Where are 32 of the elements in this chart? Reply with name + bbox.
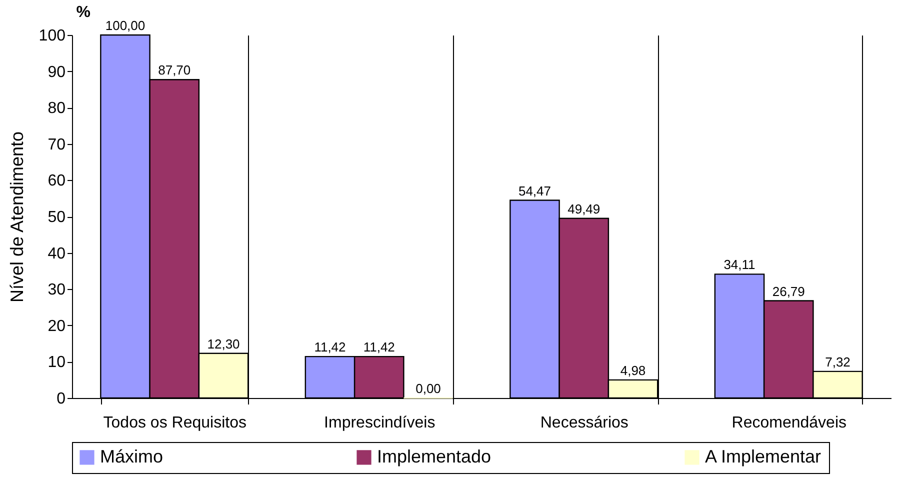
data-label: 7,32 (825, 354, 850, 370)
y-tick-label: 20 (48, 318, 66, 335)
x-tick-label: Todos os Requisitos (103, 414, 246, 432)
data-label: 54,47 (518, 183, 552, 198)
legend-label: A Implementar (705, 446, 822, 466)
y-tick-label: 60 (48, 172, 66, 190)
data-label: 34,11 (724, 257, 756, 272)
data-label: 100,00 (105, 18, 146, 33)
x-tick-label: Imprescindíveis (324, 414, 436, 432)
x-tick-label: Necessários (540, 414, 628, 432)
x-tick-label: Recomendáveis (732, 414, 846, 432)
data-label: 11,42 (314, 340, 346, 355)
text: % (76, 4, 91, 21)
y-tick-label: 10 (48, 354, 66, 372)
legend-label: Máximo (100, 446, 164, 466)
y-tick-label: 40 (48, 245, 66, 262)
y-tick-label: 100 (38, 28, 66, 44)
data-label: 11,42 (363, 340, 395, 355)
data-label: 26,79 (772, 284, 805, 299)
data-label: 12,30 (207, 336, 240, 352)
data-label: 0,00 (416, 381, 441, 396)
y-tick-label: 80 (48, 100, 66, 118)
y-tick-label: 50 (48, 209, 66, 226)
y-tick-label: 30 (48, 282, 66, 299)
y-tick-label: 0 (56, 390, 66, 408)
legend-label: Implementado (377, 446, 492, 466)
data-label: 87,70 (158, 62, 191, 78)
data-label: 49,49 (568, 201, 600, 216)
data-label: 4,98 (620, 362, 646, 378)
y-axis-title: Nível de Atendimento (6, 131, 27, 303)
y-tick-label: 70 (48, 136, 66, 154)
y-tick-label: 90 (48, 64, 66, 81)
